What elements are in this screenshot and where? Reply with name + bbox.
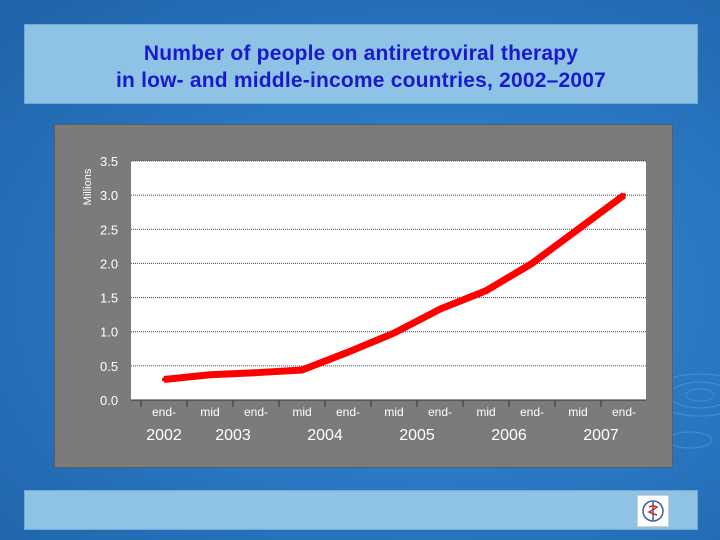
x-tick-label: end- <box>152 405 176 419</box>
data-point <box>530 261 534 266</box>
data-point <box>438 307 442 312</box>
plot-area <box>131 161 646 400</box>
y-tick-label: 1.5 <box>100 291 118 306</box>
x-tick-label: end- <box>244 405 268 419</box>
data-point <box>622 193 626 198</box>
x-year-label: 2007 <box>583 427 619 444</box>
x-tick-label: mid <box>292 405 311 419</box>
x-year-label: 2006 <box>491 427 527 444</box>
x-tick-label: end- <box>428 405 452 419</box>
x-tick-label: mid <box>568 405 587 419</box>
y-tick-label: 3.0 <box>100 188 118 203</box>
footer-bar <box>24 490 698 530</box>
data-point <box>162 377 166 382</box>
data-point <box>208 372 212 377</box>
y-tick-label: 0.5 <box>100 359 118 374</box>
y-tick-label: 3.5 <box>100 154 118 169</box>
x-year-label: 2003 <box>215 427 251 444</box>
x-tick-label: mid <box>476 405 495 419</box>
data-point <box>346 350 350 355</box>
y-tick-label: 0.0 <box>100 393 118 408</box>
x-tick-label: end- <box>520 405 544 419</box>
who-emblem-icon <box>637 495 669 527</box>
chart-title-line-1: Number of people on antiretroviral thera… <box>143 42 579 65</box>
data-point <box>484 288 488 293</box>
chart-title-line-2: in low- and middle-income countries, 200… <box>115 69 607 92</box>
y-tick-label: 1.0 <box>100 325 118 340</box>
data-point <box>254 370 258 375</box>
x-tick-label: mid <box>200 405 219 419</box>
x-tick-label: mid <box>384 405 403 419</box>
data-point <box>300 367 304 372</box>
data-point <box>576 227 580 232</box>
x-tick-label: end- <box>336 405 360 419</box>
x-tick-label: end- <box>612 405 636 419</box>
x-year-label: 2004 <box>307 427 343 444</box>
x-year-label: 2002 <box>146 427 182 444</box>
title-box: Number of people on antiretroviral thera… <box>24 24 698 104</box>
data-point <box>392 331 396 336</box>
x-year-label: 2005 <box>399 427 435 444</box>
y-tick-label: 2.0 <box>100 256 118 271</box>
y-tick-label: 2.5 <box>100 222 118 237</box>
